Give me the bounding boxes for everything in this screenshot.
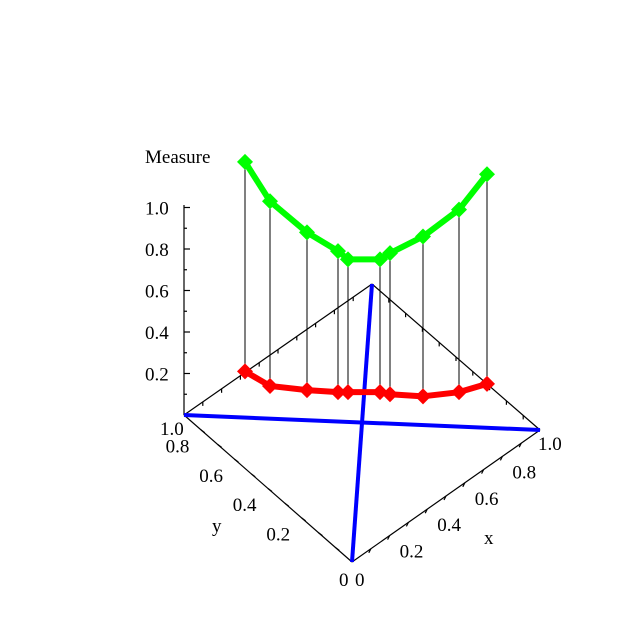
x-tick: [368, 548, 372, 554]
z-tick-label: 0.4: [145, 323, 169, 344]
data-point-marker: [262, 377, 278, 394]
data-point-marker: [262, 193, 278, 210]
y-axis-label: y: [212, 516, 222, 537]
data-point-marker: [299, 224, 315, 241]
x-tick: [387, 535, 391, 540]
data-point-marker: [237, 363, 253, 380]
data-point-marker: [415, 388, 431, 405]
blue-line-vertical: [350, 283, 374, 563]
y-tick-label: 1.0: [160, 419, 184, 440]
x-tick: [462, 482, 466, 488]
stems: [244, 161, 488, 397]
series: [237, 153, 495, 405]
z-tick-label: 0.8: [145, 240, 169, 261]
y-tick: [318, 532, 323, 537]
x-tick-label: 0.4: [437, 515, 461, 536]
series-line-1: [243, 368, 488, 400]
y-tick: [250, 473, 256, 478]
data-point-marker: [330, 243, 346, 260]
data-point-marker: [299, 382, 315, 399]
y-tick: [301, 517, 306, 522]
data-point-marker: [451, 384, 467, 401]
x-tick-label: 0.6: [475, 489, 499, 510]
z-tick-label: 1.0: [145, 199, 169, 220]
y-tick: [267, 488, 273, 492]
x-tick: [518, 442, 522, 448]
y-tick: [234, 458, 239, 463]
x-tick: [424, 508, 428, 514]
data-point-marker: [382, 245, 398, 262]
y-tick: [334, 546, 340, 551]
data-point-marker: [479, 375, 495, 392]
x-axis-label: x: [484, 528, 494, 549]
x-tick-label: 0.8: [512, 462, 536, 483]
data-point-marker: [451, 201, 467, 218]
tick-labels: 0.20.40.60.81.000.20.40.60.81.000.20.40.…: [145, 199, 562, 592]
y-tick: [217, 443, 222, 448]
y-tick-label: 0.2: [266, 525, 290, 546]
data-point-marker: [415, 228, 431, 245]
axes: [183, 205, 541, 563]
y-tick: [284, 502, 290, 507]
x-tick: [405, 522, 409, 527]
y-tick-label: 0.6: [199, 466, 223, 487]
y-tick-label: 0.4: [233, 495, 257, 516]
x-tick-label: 1.0: [538, 434, 562, 455]
x-tick: [481, 469, 485, 474]
reference-lines: [183, 283, 541, 563]
y-tick-label: 0: [339, 570, 349, 591]
data-point-marker: [479, 166, 495, 183]
x-tick: [499, 456, 503, 461]
z-tick-label: 0.2: [145, 365, 169, 386]
data-point-marker: [340, 384, 356, 401]
x-tick-label: 0.2: [400, 542, 424, 563]
data-point-marker: [372, 251, 388, 268]
y-tick-label: 0.8: [166, 436, 190, 457]
x-tick-label: 0: [355, 570, 365, 591]
data-point-marker: [382, 386, 398, 403]
z-tick-label: 0.6: [145, 282, 169, 303]
data-point-marker: [340, 251, 356, 268]
data-point-marker: [237, 153, 253, 170]
series-line-0: [242, 160, 490, 263]
y-tick: [200, 429, 206, 434]
z-axis-label: Measure: [145, 147, 210, 168]
x-tick: [443, 495, 447, 501]
data-point-marker: [330, 384, 346, 401]
